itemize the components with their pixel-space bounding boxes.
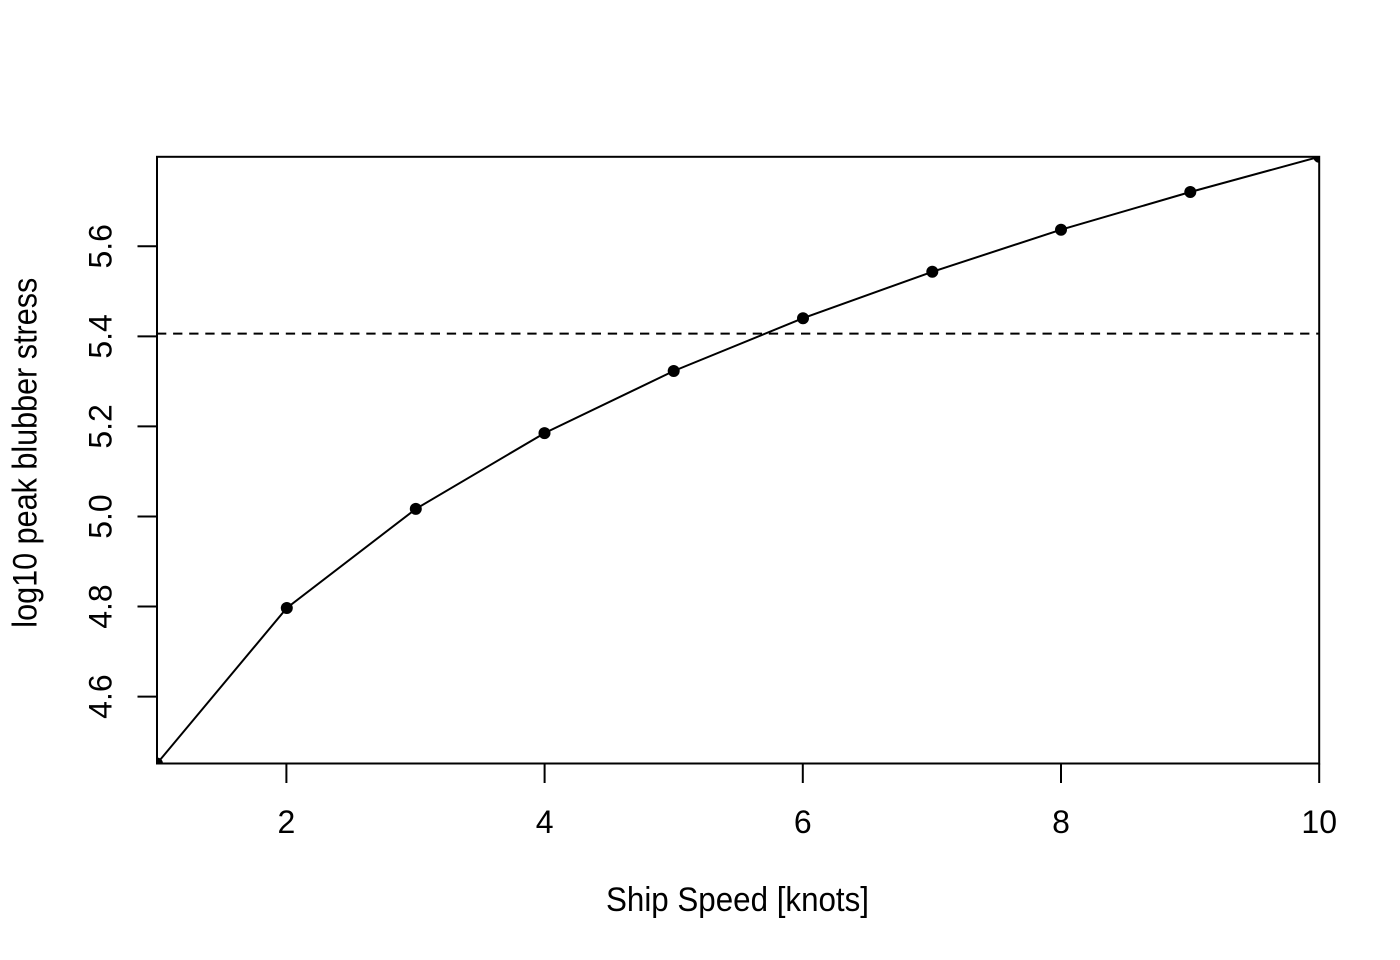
svg-text:4: 4 — [536, 804, 554, 840]
svg-text:5.6: 5.6 — [83, 224, 119, 268]
svg-text:5.0: 5.0 — [83, 494, 119, 538]
svg-text:5.4: 5.4 — [83, 314, 119, 358]
svg-text:10: 10 — [1301, 804, 1337, 840]
svg-text:2: 2 — [278, 804, 296, 840]
svg-text:log10 peak blubber stress: log10 peak blubber stress — [7, 278, 45, 628]
svg-text:4.6: 4.6 — [83, 674, 119, 718]
svg-text:Ship Speed [knots]: Ship Speed [knots] — [606, 881, 869, 919]
svg-text:4.8: 4.8 — [83, 584, 119, 628]
svg-text:8: 8 — [1052, 804, 1070, 840]
svg-text:5.2: 5.2 — [83, 404, 119, 448]
svg-text:6: 6 — [794, 804, 812, 840]
